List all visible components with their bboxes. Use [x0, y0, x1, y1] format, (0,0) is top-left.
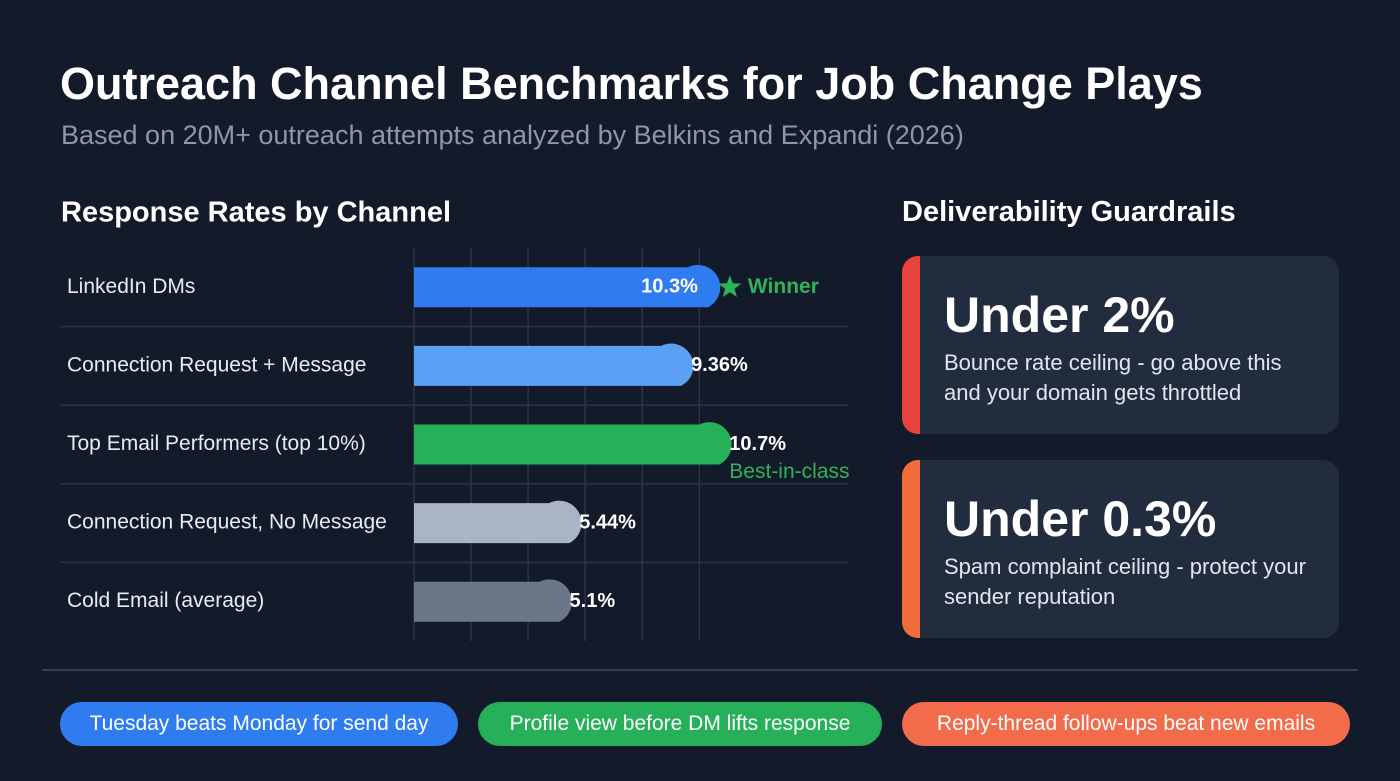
tip-pill: Tuesday beats Monday for send day: [60, 702, 458, 746]
value-label: 9.36%: [691, 354, 748, 376]
chart: Response Rates by Channel LinkedIn DMs 10…: [60, 197, 850, 641]
card-text: Bounce rate ceiling - go above this and …: [944, 350, 1282, 405]
guardrail-card: Under 0.3% Spam complaint ceiling - prote…: [902, 460, 1339, 638]
section-title: Deliverability Guardrails: [902, 196, 1236, 228]
tip-pill: Reply-thread follow-ups beat new emails: [902, 702, 1350, 746]
category-label: LinkedIn DMs: [67, 275, 195, 298]
bar: [414, 579, 572, 622]
page-title: Outreach Channel Benchmarks for Job Chan…: [60, 58, 1203, 109]
bar: [414, 500, 582, 544]
star-icon: [718, 275, 742, 297]
guardrail-card: Under 2% Bounce rate ceiling - go above t…: [902, 256, 1339, 434]
divider: [42, 669, 1358, 671]
category-label: Connection Request, No Message: [67, 511, 387, 534]
card-accent: [902, 256, 920, 434]
tip-pill: Profile view before DM lifts response: [478, 702, 882, 746]
bar: [414, 343, 694, 386]
value-label: 10.7%: [729, 433, 786, 455]
card-accent: [902, 460, 920, 638]
annotation: Winner: [748, 275, 819, 298]
category-label: Cold Email (average): [67, 589, 264, 612]
bar: [414, 422, 732, 465]
card-value: Under 0.3%: [944, 491, 1217, 547]
annotation: Best-in-class: [729, 460, 849, 483]
chart-title: Response Rates by Channel: [61, 197, 451, 229]
bar: [414, 264, 721, 308]
value-label: 5.44%: [579, 511, 636, 533]
value-label: 5.1%: [570, 590, 616, 612]
page-subtitle: Based on 20M+ outreach attempts analyzed…: [61, 120, 964, 150]
card-text: Spam complaint ceiling - protect your se…: [944, 554, 1306, 609]
category-label: Top Email Performers (top 10%): [67, 432, 366, 455]
value-label: 10.3%: [641, 276, 698, 298]
category-label: Connection Request + Message: [67, 353, 366, 376]
card-value: Under 2%: [944, 287, 1175, 343]
